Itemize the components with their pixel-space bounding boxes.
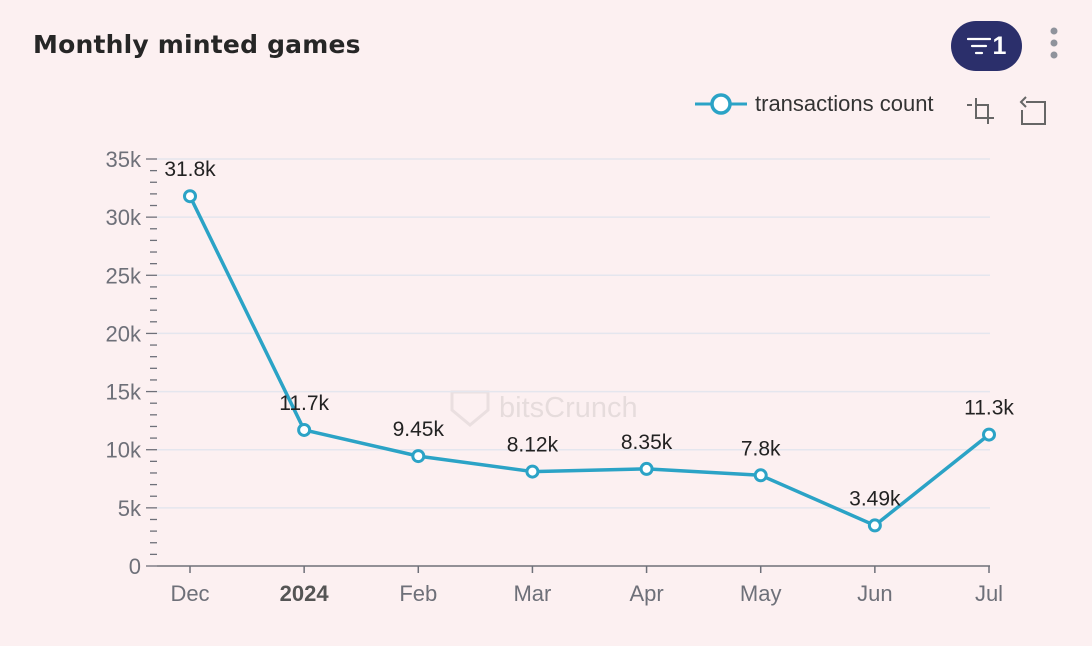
x-tick-label: 2024 [280, 581, 330, 606]
data-point [753, 468, 768, 483]
x-tick-label: Mar [513, 581, 551, 606]
watermark-logo [450, 390, 490, 427]
y-tick-label: 25k [106, 263, 142, 288]
data-point [867, 518, 882, 533]
watermark-text: bitsCrunch [499, 392, 638, 424]
x-tick-label: Dec [170, 581, 209, 606]
y-tick-label: 0 [129, 554, 141, 579]
y-tick-label: 35k [106, 147, 142, 172]
data-point [183, 189, 197, 204]
data-label: 11.3k [964, 397, 1014, 420]
filter-button[interactable]: 1 [951, 21, 1022, 71]
data-point [411, 449, 426, 464]
data-label: 3.49k [849, 487, 901, 510]
x-tick-label: Jun [857, 581, 892, 606]
y-tick-label: 15k [106, 380, 142, 405]
data-label: 9.45k [393, 418, 445, 441]
filter-icon [966, 37, 991, 55]
data-point [982, 427, 996, 442]
y-tick-label: 10k [106, 438, 142, 463]
zoom-reset-icon[interactable] [1018, 94, 1050, 126]
filter-count: 1 [992, 31, 1007, 60]
zoom-select-icon[interactable] [966, 94, 998, 126]
y-tick-label: 5k [118, 496, 142, 521]
data-label: 31.8k [164, 158, 216, 181]
data-point [525, 464, 540, 479]
x-tick-label: Jul [975, 581, 1003, 606]
legend-label: transactions count [755, 91, 934, 116]
y-tick-label: 20k [106, 321, 142, 346]
legend-item[interactable]: transactions count [695, 88, 934, 120]
series-line [188, 195, 991, 528]
x-tick-label: Feb [399, 581, 437, 606]
legend-line-icon [695, 93, 747, 115]
y-tick-label: 30k [106, 205, 142, 230]
data-point [297, 422, 312, 437]
x-tick-label: Apr [629, 581, 663, 606]
more-options-icon[interactable] [1044, 24, 1064, 64]
chart-title: Monthly minted games [33, 30, 361, 59]
x-tick-label: May [740, 581, 782, 606]
data-label: 11.7k [279, 392, 329, 415]
watermark-shield-icon [450, 390, 490, 427]
data-point [639, 461, 654, 476]
data-label: 8.12k [507, 434, 559, 457]
data-label: 8.35k [621, 431, 673, 454]
data-label: 7.8k [741, 437, 781, 460]
